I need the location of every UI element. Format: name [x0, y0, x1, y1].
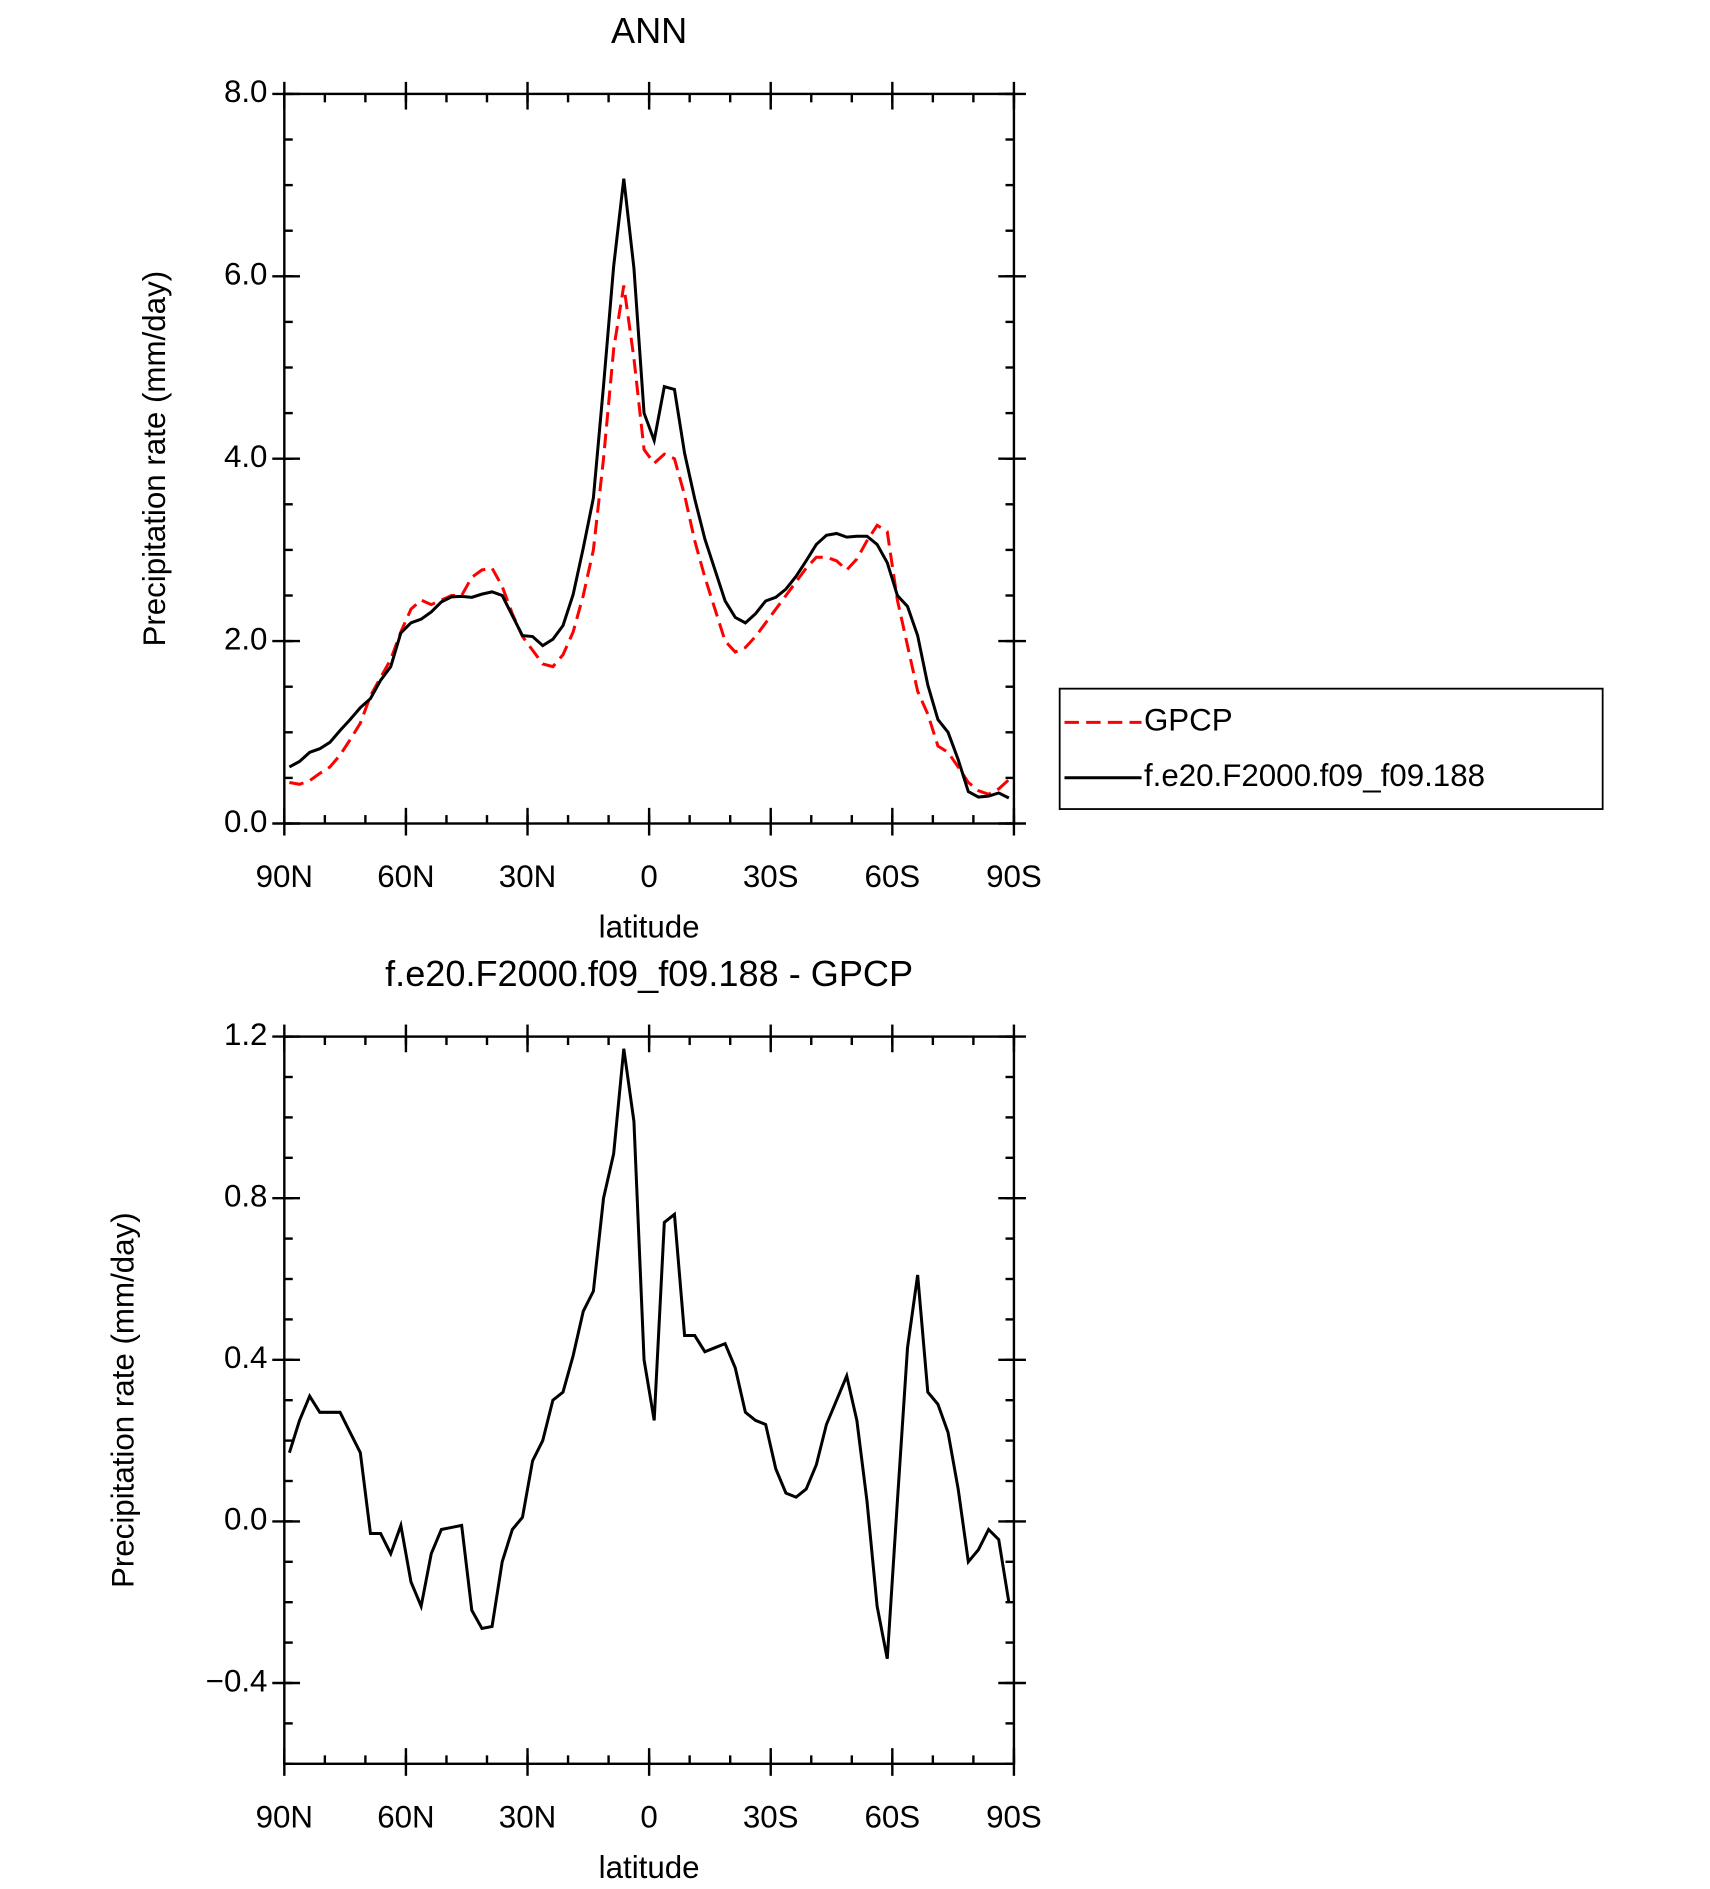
x-tick-label: 60N — [377, 859, 434, 894]
y-tick-label: 6.0 — [224, 257, 268, 292]
x-tick-label: 90N — [256, 1799, 313, 1834]
x-tick-label: 30N — [499, 1799, 556, 1834]
x-tick-label: 0 — [640, 1799, 657, 1834]
y-axis-label: Precipitation rate (mm/day) — [137, 271, 172, 647]
y-tick-label: 0.0 — [224, 804, 268, 839]
plot-frame — [283, 1035, 1016, 1765]
x-tick-label: 60S — [864, 859, 920, 894]
x-tick-label: 30S — [743, 859, 799, 894]
y-tick-label: 0.8 — [224, 1178, 268, 1213]
x-tick-label: 90S — [986, 859, 1042, 894]
x-tick-label: 0 — [640, 859, 657, 894]
legend-label: f.e20.F2000.f09_f09.188 — [1144, 758, 1485, 793]
x-tick-label: 60N — [377, 1799, 434, 1834]
y-tick-label: 0.0 — [224, 1502, 268, 1537]
x-tick-label: 60S — [864, 1799, 920, 1834]
x-tick-label: 90S — [986, 1799, 1042, 1834]
x-axis-label: latitude — [599, 910, 700, 945]
x-tick-label: 90N — [256, 859, 313, 894]
x-axis-label: latitude — [599, 1850, 700, 1885]
y-tick-label: 8.0 — [224, 74, 268, 109]
y-tick-label: 0.4 — [224, 1340, 268, 1375]
y-tick-label: 2.0 — [224, 621, 268, 656]
x-tick-label: 30N — [499, 859, 556, 894]
y-tick-label: 4.0 — [224, 439, 268, 474]
legend-label: GPCP — [1144, 703, 1233, 738]
y-tick-label: 1.2 — [224, 1017, 268, 1052]
y-axis-label: Precipitation rate (mm/day) — [106, 1212, 141, 1588]
series-line — [289, 285, 1010, 796]
x-tick-label: 30S — [743, 1799, 799, 1834]
series-line — [287, 1048, 1011, 1660]
legend-box — [1058, 687, 1604, 810]
chart-title: f.e20.F2000.f09_f09.188 - GPCP — [385, 953, 913, 994]
plot-frame — [283, 92, 1016, 825]
series-line — [288, 178, 1010, 800]
chart-title: ANN — [611, 10, 687, 51]
y-tick-label: −0.4 — [206, 1663, 268, 1698]
